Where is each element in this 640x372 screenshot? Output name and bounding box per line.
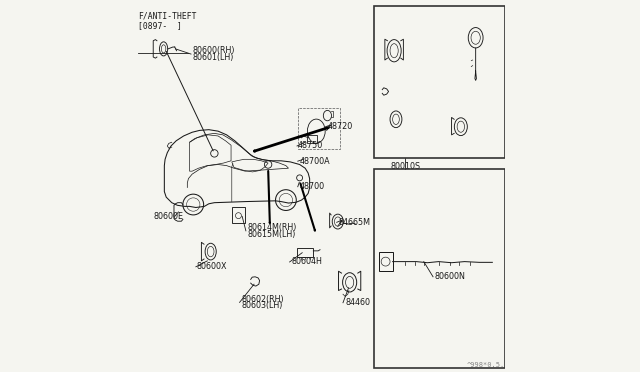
Text: 80601(LH): 80601(LH)	[192, 53, 234, 62]
Bar	[298, 108, 340, 149]
Text: 80604H: 80604H	[291, 257, 322, 266]
Text: ^998*0.5.: ^998*0.5.	[467, 362, 504, 368]
Text: F/ANTI-THEFT: F/ANTI-THEFT	[138, 11, 196, 20]
Bar	[378, 252, 392, 271]
Bar	[307, 135, 317, 143]
Bar	[297, 248, 314, 257]
Text: 80600E: 80600E	[154, 212, 184, 221]
Bar	[374, 169, 504, 368]
Bar	[232, 208, 245, 223]
Text: 48720: 48720	[328, 122, 353, 131]
Text: 84665M: 84665M	[339, 218, 371, 227]
Text: 80600(RH): 80600(RH)	[192, 46, 235, 55]
Text: 80010S: 80010S	[390, 162, 420, 171]
Text: 80602(RH): 80602(RH)	[241, 295, 284, 304]
Text: 80603(LH): 80603(LH)	[241, 301, 283, 310]
Text: 84460: 84460	[345, 298, 370, 307]
Text: 80600N: 80600N	[435, 272, 466, 281]
Text: 48700: 48700	[300, 182, 324, 191]
Bar	[374, 6, 504, 158]
Text: 48700A: 48700A	[300, 157, 330, 166]
Text: 80600X: 80600X	[197, 262, 227, 271]
Text: 80614M(RH): 80614M(RH)	[248, 223, 297, 232]
Text: 48750: 48750	[298, 141, 323, 151]
Text: 80615M(LH): 80615M(LH)	[248, 230, 296, 239]
Text: [0897-  ]: [0897- ]	[138, 21, 182, 30]
